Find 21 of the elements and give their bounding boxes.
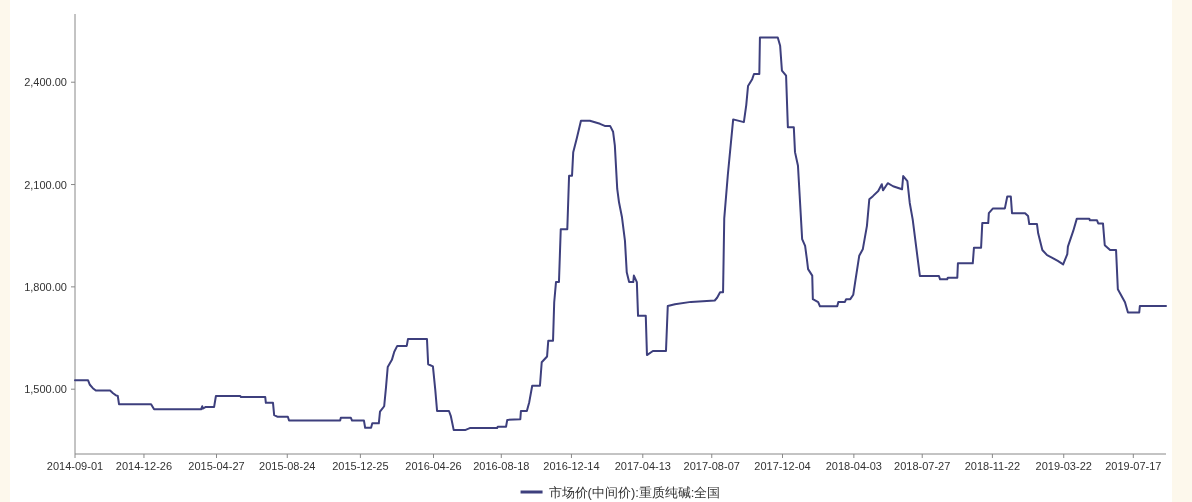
y-tick-label: 1,800.00 bbox=[24, 280, 67, 293]
x-tick-label: 2017-08-07 bbox=[683, 460, 740, 472]
x-tick-label: 2014-09-01 bbox=[46, 460, 104, 472]
y-tick-label: 1,500.00 bbox=[24, 383, 67, 396]
x-tick-label: 2016-08-18 bbox=[473, 460, 530, 472]
x-tick-label: 2015-04-27 bbox=[188, 460, 245, 472]
x-tick-label: 2017-12-04 bbox=[754, 460, 811, 472]
x-tick-label: 2017-04-13 bbox=[614, 460, 671, 472]
x-tick-label: 2019-03-22 bbox=[1035, 460, 1092, 472]
x-tick-label: 2016-04-26 bbox=[405, 460, 462, 472]
x-tick-label: 2014-12-26 bbox=[115, 460, 173, 472]
x-tick-label: 2019-07-17 bbox=[1105, 460, 1162, 472]
x-tick-label: 2018-04-03 bbox=[825, 460, 882, 472]
x-tick-label: 2016-12-14 bbox=[543, 460, 600, 472]
y-tick-label: 2,400.00 bbox=[24, 76, 67, 89]
y-tick-label: 2,100.00 bbox=[24, 178, 67, 191]
x-tick-label: 2015-12-25 bbox=[332, 460, 389, 472]
x-tick-label: 2018-11-22 bbox=[964, 460, 1021, 472]
x-tick-label: 2015-08-24 bbox=[259, 460, 316, 472]
x-tick-label: 2018-07-27 bbox=[894, 460, 951, 472]
legend: 市场价(中间价):重质纯碱:全国 bbox=[520, 485, 721, 500]
